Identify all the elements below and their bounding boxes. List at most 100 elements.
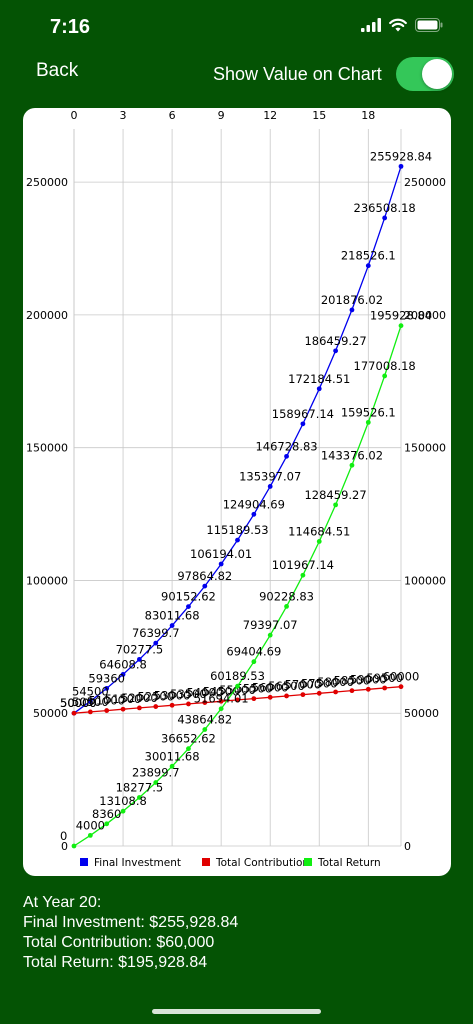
data-label: 53500 <box>170 687 207 701</box>
data-point <box>71 843 77 849</box>
navigation-bar: Back Show Value on Chart <box>0 56 473 100</box>
data-label: 54500 <box>203 684 240 698</box>
legend-swatch <box>80 858 88 866</box>
data-label: 60000 <box>383 670 420 684</box>
show-value-toggle[interactable] <box>396 57 454 91</box>
data-label: 79397.07 <box>243 618 298 632</box>
data-label: 58500 <box>334 674 371 688</box>
status-time: 7:16 <box>50 16 91 38</box>
legend-swatch <box>304 858 312 866</box>
data-point <box>365 263 371 269</box>
data-point <box>267 632 273 638</box>
data-point <box>382 373 388 379</box>
data-point <box>300 572 306 578</box>
data-label: 59360 <box>88 671 125 685</box>
x-tick-label: 18 <box>361 109 375 122</box>
data-label: 60189.53 <box>210 669 265 683</box>
show-value-label: Show Value on Chart <box>213 64 382 84</box>
data-label: 135397.07 <box>239 469 301 483</box>
data-label: 51500 <box>105 692 142 706</box>
data-point <box>316 690 322 696</box>
data-label: 23899.7 <box>132 766 180 780</box>
data-point <box>316 539 322 544</box>
data-label: 255928.84 <box>370 149 432 163</box>
data-point <box>169 623 175 628</box>
data-label: 30011.68 <box>145 749 200 763</box>
data-label: 177008.18 <box>354 359 416 373</box>
data-point <box>349 307 355 313</box>
data-point <box>120 672 126 677</box>
data-label: 57500 <box>301 676 338 690</box>
data-label: 90152.62 <box>161 590 216 604</box>
data-point <box>235 697 240 703</box>
data-label: 128459.27 <box>304 488 366 502</box>
data-label: 59500 <box>366 671 403 685</box>
data-label: 50000 <box>60 696 97 710</box>
back-button[interactable]: Back <box>36 60 79 81</box>
data-label: 53000 <box>154 688 191 702</box>
x-tick-label: 3 <box>120 109 127 122</box>
data-point <box>284 453 289 459</box>
data-label: 50000 <box>60 696 97 710</box>
data-label: 195928.84 <box>370 309 432 323</box>
data-point <box>87 832 93 838</box>
data-label: 58000 <box>317 675 354 689</box>
data-point <box>349 688 355 694</box>
data-point <box>349 462 355 468</box>
data-point <box>120 808 126 814</box>
data-label: 4000 <box>76 818 105 832</box>
legend-label: Total Return <box>317 857 381 869</box>
summary-panel: At Year 20: Final Investment: $255,928.8… <box>23 893 238 973</box>
data-point <box>202 727 208 732</box>
data-label: 8360 <box>92 807 121 821</box>
data-point <box>251 659 257 665</box>
data-point <box>87 698 93 704</box>
data-point <box>202 700 208 705</box>
data-label: 172184.51 <box>288 372 350 386</box>
data-label: 50500 <box>72 695 109 709</box>
data-point <box>235 683 240 689</box>
data-label: 64608.8 <box>99 657 147 671</box>
data-point <box>365 686 371 692</box>
y-tick-label-right: 200000 <box>404 309 446 322</box>
data-label: 106194.01 <box>190 547 252 561</box>
summary-final-investment: Final Investment: $255,928.84 <box>23 914 239 931</box>
data-point <box>267 484 273 489</box>
legend-swatch <box>202 858 210 866</box>
y-tick-label-left: 50000 <box>33 707 68 720</box>
data-point <box>169 763 175 769</box>
data-label: 13108.8 <box>99 794 147 808</box>
data-point <box>398 163 404 169</box>
data-label: 97864.82 <box>177 569 232 583</box>
data-point <box>104 821 110 827</box>
data-label: 146728.83 <box>255 439 317 453</box>
data-point <box>365 419 371 425</box>
data-label: 236508.18 <box>354 201 416 215</box>
data-point <box>382 215 388 221</box>
data-point <box>398 323 404 329</box>
data-point <box>251 511 257 517</box>
data-label: 0 <box>60 829 67 843</box>
data-point <box>71 710 77 716</box>
data-label: 76399.7 <box>132 626 180 640</box>
y-tick-label-left: 0 <box>61 840 68 853</box>
data-point <box>251 696 257 702</box>
data-point <box>137 656 142 662</box>
legend-label: Total Contribution <box>215 857 309 869</box>
data-point <box>382 685 388 691</box>
wifi-icon <box>389 18 407 32</box>
data-label: 101967.14 <box>272 558 334 572</box>
y-tick-label-left: 100000 <box>26 574 68 587</box>
data-point <box>153 780 159 785</box>
x-tick-label: 12 <box>263 109 277 122</box>
data-label: 54000 <box>187 686 224 700</box>
data-label: 56000 <box>252 680 289 694</box>
data-label: 56500 <box>268 679 305 693</box>
data-point <box>169 702 175 708</box>
data-point <box>284 603 289 609</box>
data-point <box>186 604 191 609</box>
data-label: 36652.62 <box>161 732 216 746</box>
data-label: 115189.53 <box>206 523 268 537</box>
y-tick-label-left: 150000 <box>26 442 68 455</box>
